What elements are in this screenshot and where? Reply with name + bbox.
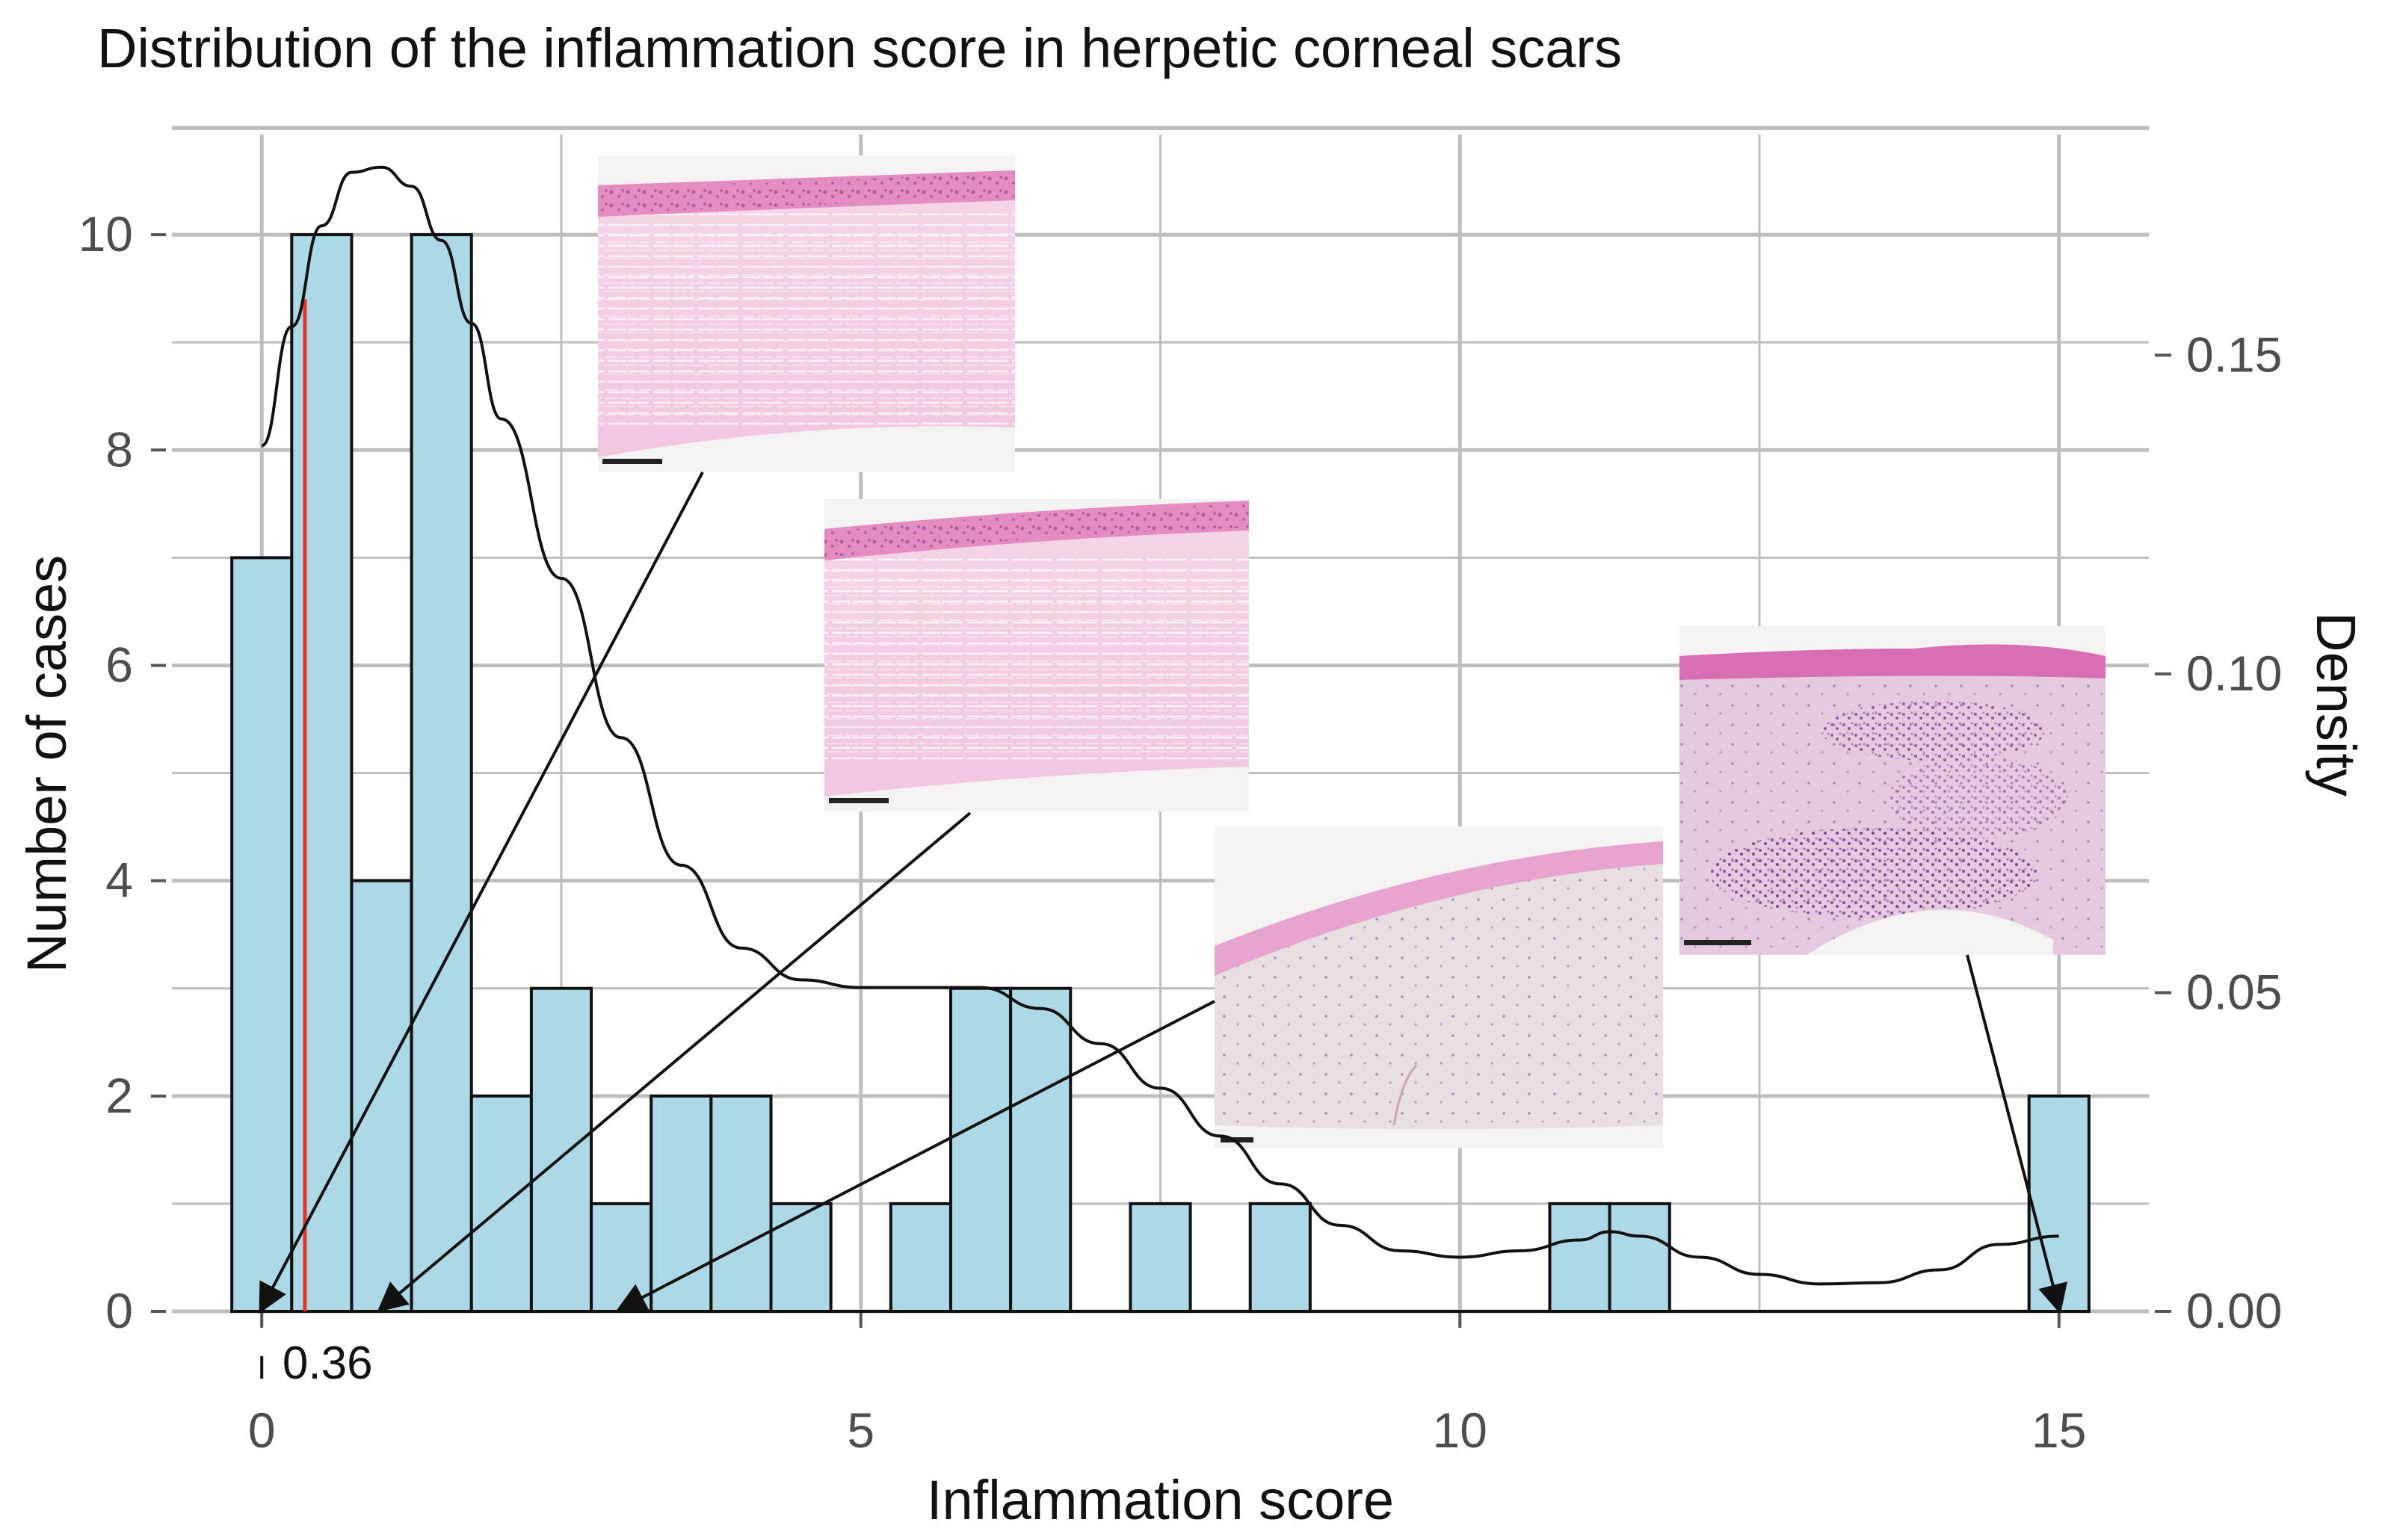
posterior-edge xyxy=(1807,909,2053,955)
micrograph-insets xyxy=(598,155,2105,1148)
y-axis-tick-label: 6 xyxy=(105,637,133,692)
micrograph-score-3 xyxy=(1215,826,1663,1148)
histogram-bar xyxy=(410,233,473,1313)
epithelium-cells xyxy=(824,504,1249,557)
y-axis-tick-label: 2 xyxy=(105,1068,133,1123)
histogram-bar xyxy=(709,1094,773,1314)
annotation-arrow xyxy=(259,471,704,1314)
histogram-bar xyxy=(948,986,1013,1314)
scale-bar xyxy=(602,459,662,464)
histogram-bar xyxy=(469,1094,533,1314)
epithelium-layer xyxy=(1679,644,2105,680)
histogram-bar xyxy=(1248,1202,1312,1313)
axes: 0 2 4 6 8 10 0.00 0.05 0.10 0.15 0 5 10 15 Inflammatio… xyxy=(16,206,2367,1531)
histogram-bar xyxy=(290,233,354,1313)
y-axis-tick-label: 4 xyxy=(105,853,133,908)
scale-bar xyxy=(829,798,889,803)
histogram-bar xyxy=(650,1094,713,1314)
histogram-bar xyxy=(2027,1094,2091,1314)
annotation-arrow xyxy=(377,811,972,1313)
histogram-bar xyxy=(889,1202,952,1313)
y2-axis-tick-label: 0.05 xyxy=(2186,964,2282,1019)
inflammatory-infiltrate xyxy=(1709,828,2038,918)
x-axis-tick-label: 5 xyxy=(847,1403,874,1458)
histogram-bar xyxy=(590,1202,653,1313)
micrograph-arrows xyxy=(259,471,2068,1314)
histogram-bar xyxy=(1548,1202,1611,1313)
y2-axis-title: Density xyxy=(2305,612,2367,797)
histogram-bar xyxy=(230,556,294,1313)
x-axis-title: Inflammation score xyxy=(927,1469,1394,1531)
micrograph-score-1 xyxy=(824,499,1249,811)
y-axis-title: Number of cases xyxy=(16,555,78,973)
y-axis-tick-label: 0 xyxy=(105,1283,133,1338)
x-axis-tick-label: 15 xyxy=(2031,1403,2086,1458)
epithelium-layer xyxy=(1215,841,1663,976)
histogram-bar xyxy=(1608,1202,1671,1313)
histogram-bar xyxy=(529,986,593,1314)
x-axis-tick-label: 0 xyxy=(248,1403,276,1458)
histogram-bar xyxy=(1129,1202,1192,1313)
annotation-arrow xyxy=(616,1000,1215,1311)
histogram-bar xyxy=(769,1202,833,1313)
inflammatory-infiltrate xyxy=(1821,701,2046,761)
y2-axis-tick-label: 0.15 xyxy=(2186,327,2282,382)
micrograph-score-15 xyxy=(1679,626,2105,955)
y-axis-tick-label: 10 xyxy=(78,206,133,262)
y-axis-tick-label: 8 xyxy=(105,421,133,477)
density-curve xyxy=(261,165,2059,1286)
inflammatory-infiltrate xyxy=(1889,757,2068,839)
histogram-bar xyxy=(1009,986,1073,1314)
chart-title: Distribution of the inflammation score i… xyxy=(97,17,1623,79)
reference-label: 0.36 xyxy=(283,1338,373,1389)
y2-axis-tick-label: 0.00 xyxy=(2186,1283,2282,1338)
annotation-arrow xyxy=(1966,954,2068,1314)
scale-bar xyxy=(1684,940,1751,945)
stroma-fibers xyxy=(824,566,1249,759)
histogram-bar xyxy=(350,879,413,1313)
x-axis-tick-label: 10 xyxy=(1433,1403,1487,1458)
scale-bar xyxy=(1221,1137,1253,1142)
y2-axis-tick-label: 0.10 xyxy=(2186,646,2282,701)
tissue-fold xyxy=(1392,1064,1418,1126)
micrograph-score-0 xyxy=(598,155,1015,472)
stroma-fibers xyxy=(598,223,1015,420)
epithelium-cells xyxy=(598,173,1015,214)
